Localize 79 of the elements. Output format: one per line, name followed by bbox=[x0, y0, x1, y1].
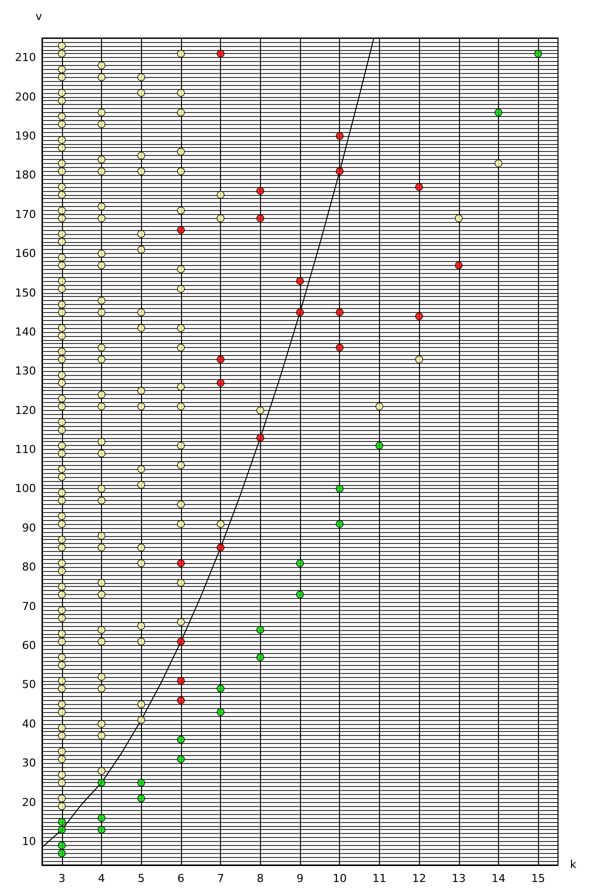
y-tick-label: 50 bbox=[22, 678, 36, 692]
point bbox=[58, 826, 66, 834]
y-tick-label: 80 bbox=[22, 560, 36, 574]
point bbox=[336, 520, 344, 528]
point bbox=[137, 794, 146, 802]
y-tick-label: 130 bbox=[15, 364, 36, 378]
point bbox=[58, 842, 66, 850]
point bbox=[494, 108, 502, 116]
point bbox=[216, 355, 225, 364]
x-tick-label: 11 bbox=[372, 872, 386, 885]
point bbox=[216, 50, 225, 58]
x-tick-label: 3 bbox=[58, 872, 66, 885]
x-tick-label: 12 bbox=[412, 872, 426, 885]
point bbox=[58, 818, 66, 826]
y-tick-label: 190 bbox=[15, 129, 36, 142]
point bbox=[216, 708, 225, 716]
point bbox=[415, 312, 423, 320]
point bbox=[177, 676, 185, 685]
y-tick-label: 40 bbox=[22, 717, 36, 730]
x-tick-label: 6 bbox=[177, 872, 184, 885]
point bbox=[375, 442, 384, 450]
y-tick-label: 140 bbox=[15, 325, 36, 338]
y-tick-label: 200 bbox=[15, 90, 36, 104]
point bbox=[296, 277, 304, 285]
x-tick-label: 14 bbox=[491, 872, 506, 885]
y-tick-label: 160 bbox=[15, 247, 36, 260]
point bbox=[216, 544, 225, 552]
point bbox=[216, 379, 225, 387]
y-tick-label: 110 bbox=[15, 443, 36, 456]
point bbox=[216, 684, 225, 693]
point bbox=[177, 696, 185, 704]
point bbox=[256, 214, 264, 222]
point bbox=[336, 167, 344, 176]
point bbox=[256, 626, 264, 634]
point bbox=[137, 778, 146, 787]
x-tick-label: 8 bbox=[256, 872, 264, 885]
point bbox=[98, 826, 106, 834]
point bbox=[177, 736, 185, 744]
y-tick-label: 100 bbox=[15, 482, 36, 496]
point bbox=[296, 590, 304, 598]
point bbox=[454, 261, 463, 270]
point bbox=[256, 434, 264, 442]
y-tick-label: 120 bbox=[15, 404, 36, 417]
point bbox=[256, 653, 264, 662]
y-tick-label: 30 bbox=[22, 756, 36, 770]
point bbox=[98, 778, 106, 787]
y-tick-label: 20 bbox=[22, 796, 36, 809]
x-tick-label: 15 bbox=[531, 872, 546, 885]
point bbox=[336, 484, 344, 493]
point bbox=[415, 183, 423, 191]
y-tick-label: 60 bbox=[22, 639, 36, 652]
x-tick-label: 4 bbox=[98, 872, 106, 885]
y-tick-label: 90 bbox=[22, 521, 36, 534]
point bbox=[177, 638, 185, 646]
point bbox=[177, 226, 185, 234]
x-axis-title: k bbox=[570, 858, 577, 871]
y-axis-title: v bbox=[35, 10, 42, 23]
point bbox=[58, 849, 66, 858]
point bbox=[534, 50, 542, 58]
point bbox=[296, 559, 304, 568]
x-tick-label: 7 bbox=[217, 872, 224, 885]
y-tick-label: 150 bbox=[15, 286, 36, 300]
point bbox=[336, 308, 344, 316]
y-tick-label: 170 bbox=[15, 208, 36, 221]
y-tick-label: 70 bbox=[22, 600, 36, 613]
y-tick-label: 180 bbox=[15, 168, 36, 182]
point bbox=[336, 344, 344, 352]
point bbox=[256, 186, 264, 195]
point bbox=[98, 814, 106, 822]
x-tick-label: 10 bbox=[332, 872, 347, 885]
y-tick-label: 10 bbox=[22, 834, 36, 848]
point bbox=[296, 308, 304, 316]
point bbox=[336, 132, 344, 140]
x-tick-label: 5 bbox=[138, 872, 145, 885]
y-tick-label: 210 bbox=[15, 51, 36, 64]
x-tick-label: 9 bbox=[296, 872, 304, 885]
point bbox=[177, 755, 185, 764]
point bbox=[177, 559, 185, 568]
x-tick-label: 13 bbox=[452, 872, 466, 885]
